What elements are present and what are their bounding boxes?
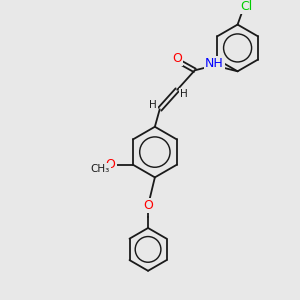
Text: O: O [143, 199, 153, 212]
Text: NH: NH [205, 57, 224, 70]
Text: O: O [172, 52, 182, 65]
Text: H: H [180, 89, 188, 99]
Text: H: H [149, 100, 157, 110]
Text: CH₃: CH₃ [90, 164, 110, 174]
Text: O: O [106, 158, 116, 171]
Text: Cl: Cl [240, 0, 253, 13]
